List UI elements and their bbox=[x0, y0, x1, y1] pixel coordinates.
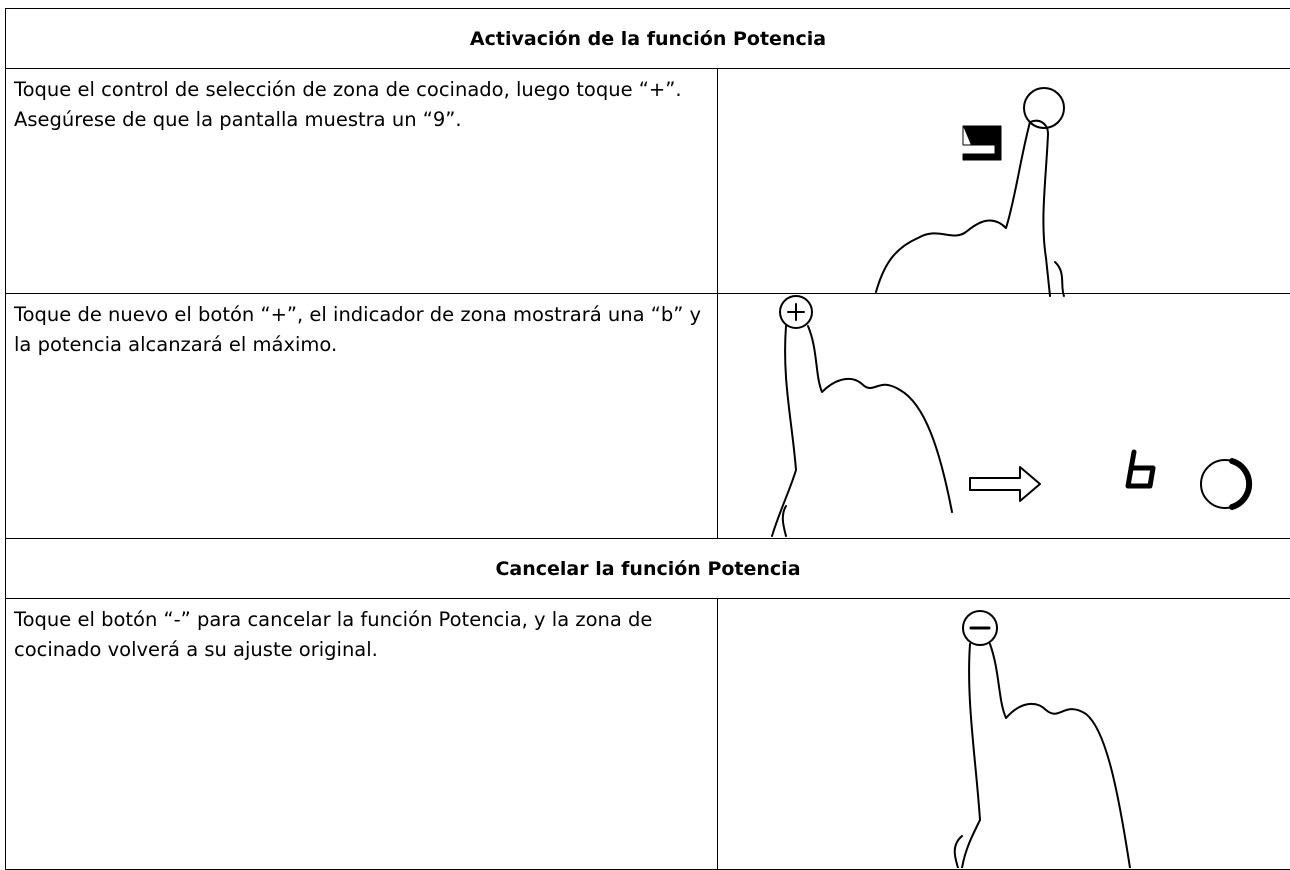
illustration-cell bbox=[717, 293, 1290, 539]
section-heading: Activación de la función Potencia bbox=[5, 8, 1290, 69]
section-heading: Cancelar la función Potencia bbox=[5, 538, 1290, 599]
illustration-cell bbox=[717, 68, 1290, 294]
instruction-text: Toque de nuevo el botón “+”, el indicado… bbox=[5, 293, 718, 539]
illustration-cell bbox=[717, 598, 1290, 870]
instruction-text: Toque el botón “-” para cancelar la func… bbox=[5, 598, 718, 870]
instruction-text: Toque el control de selección de zona de… bbox=[5, 68, 718, 294]
